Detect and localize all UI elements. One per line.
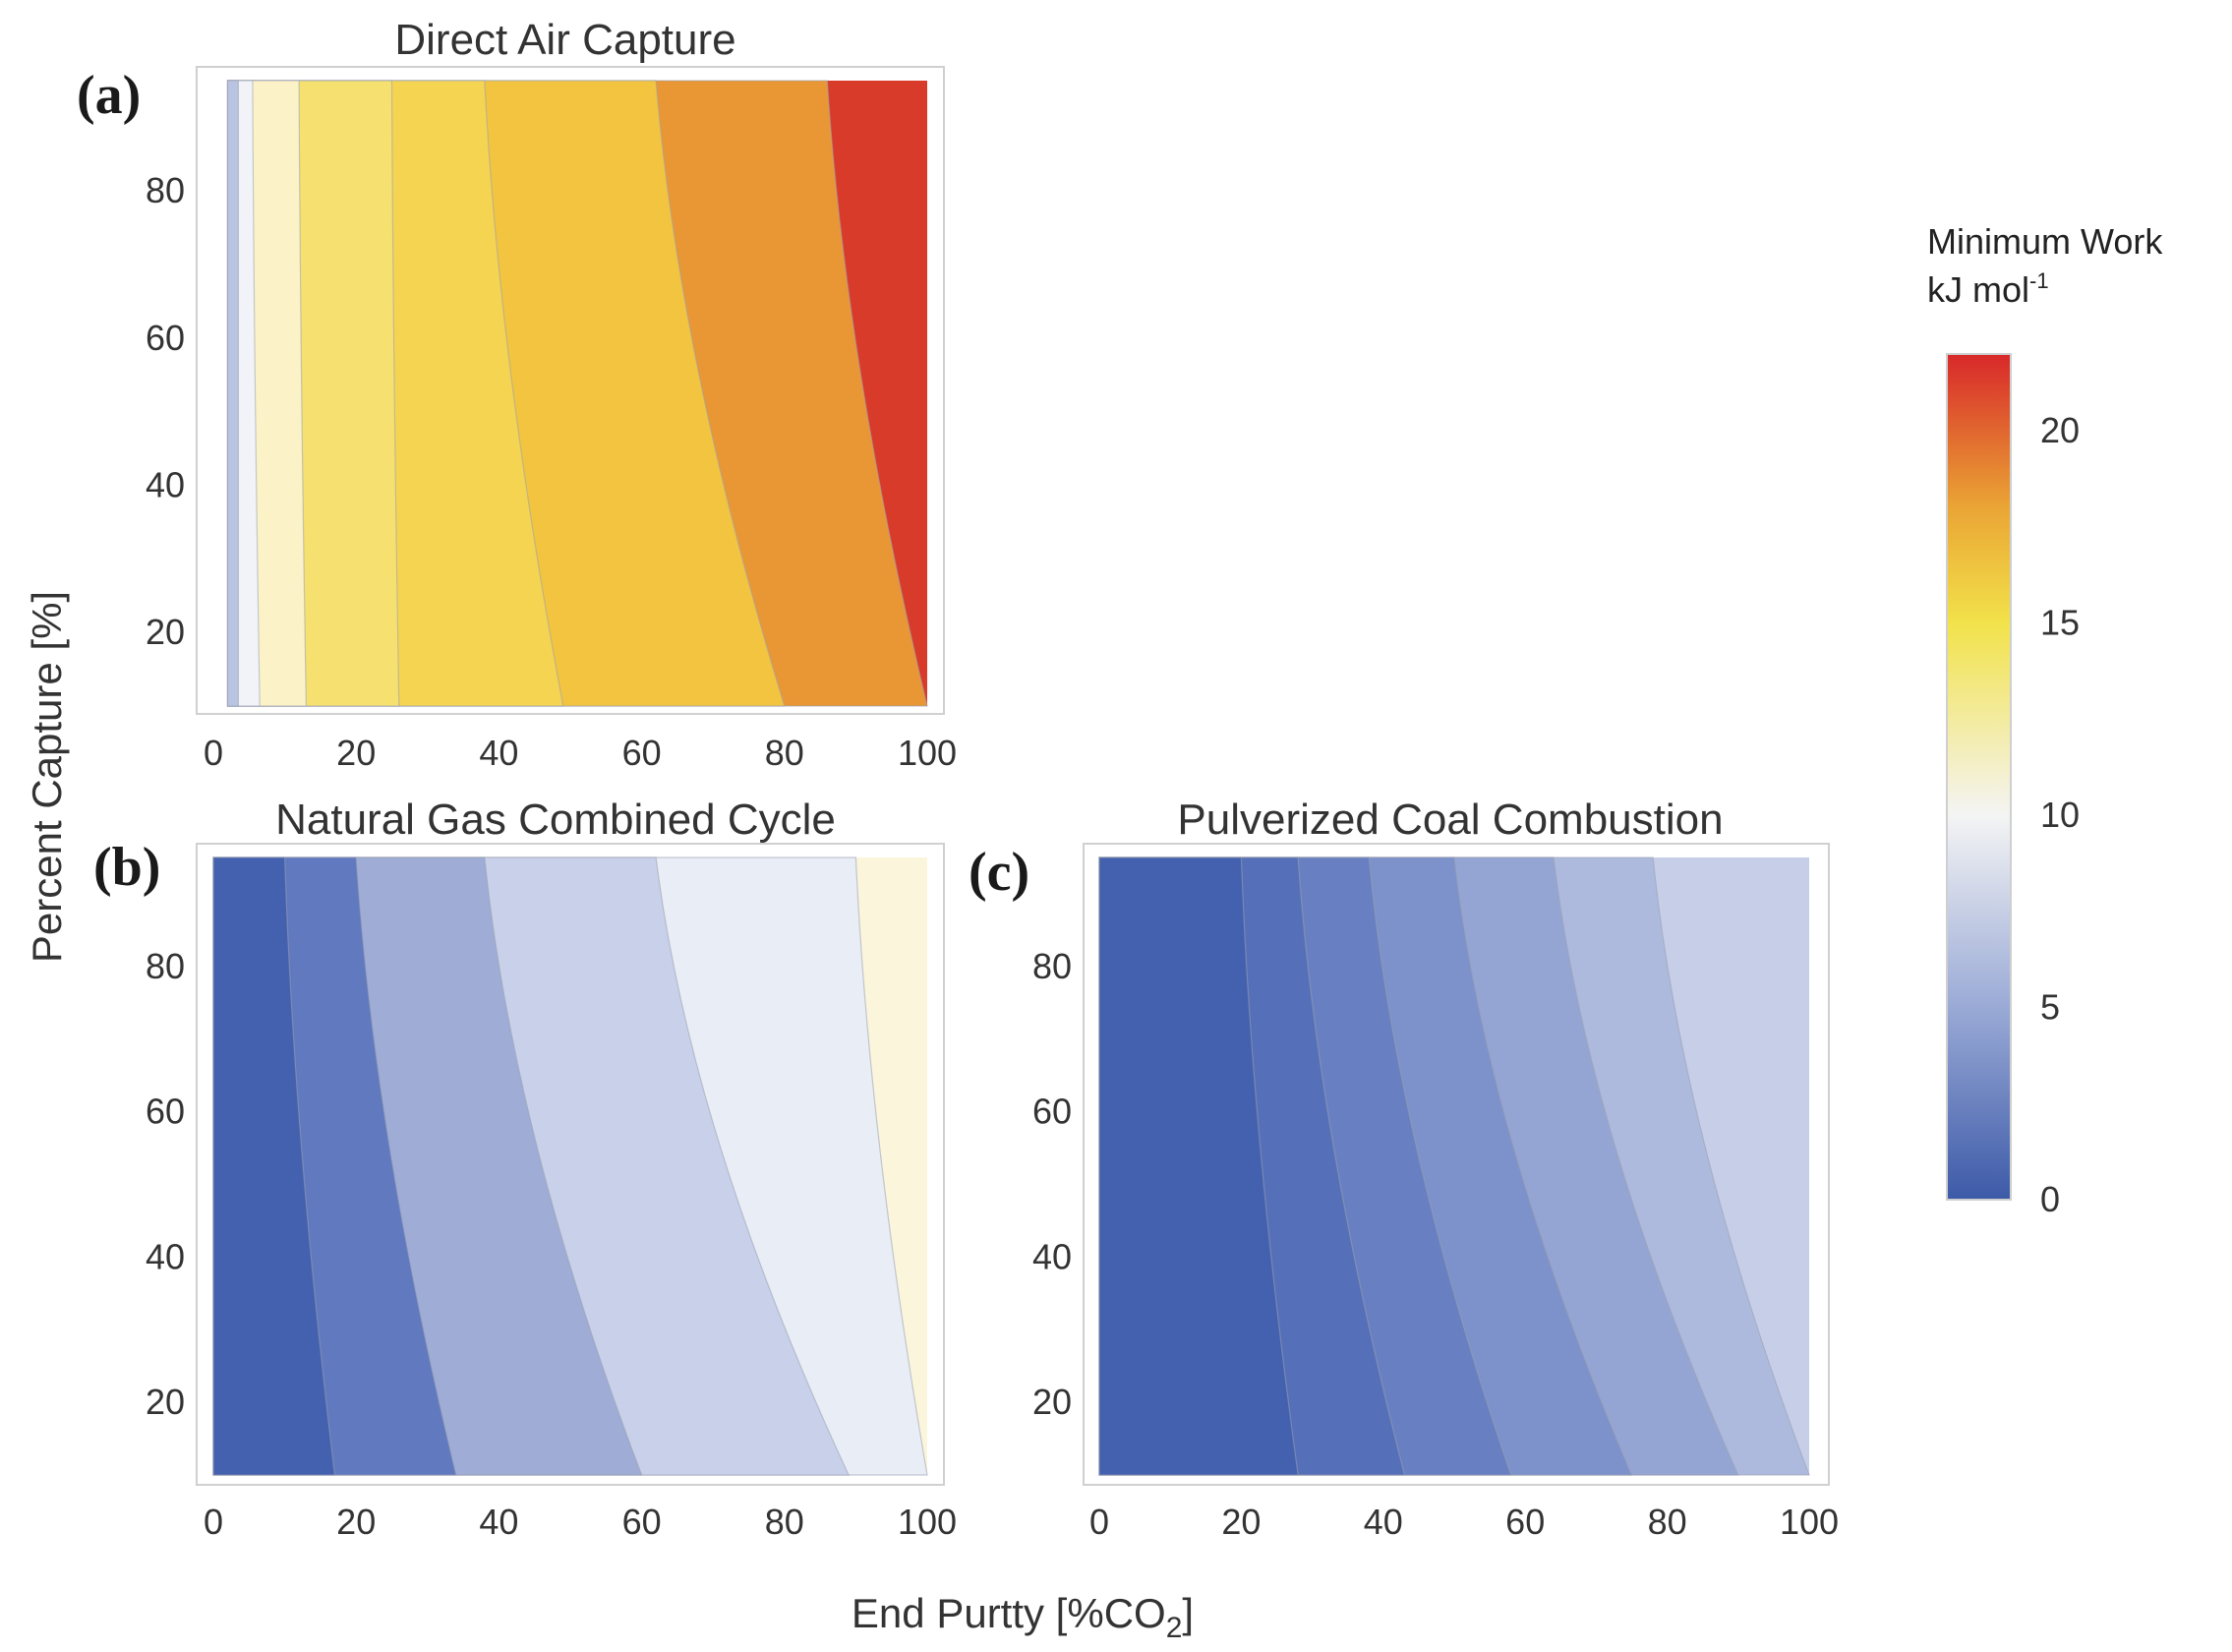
panel-b-x-tick-80: 80 (765, 1502, 804, 1542)
panel-a-contour-band-0 (226, 80, 240, 707)
panel-a-title: Direct Air Capture (394, 16, 735, 64)
panel-c-x-tick-40: 40 (1364, 1502, 1403, 1542)
panel-c-y-tick-40: 40 (1032, 1236, 1072, 1276)
panel-a-x-tick-60: 60 (622, 733, 662, 773)
panel-a-letter: (a) (77, 65, 141, 126)
panel-b-letter: (b) (93, 837, 160, 898)
panel-c-x-tick-20: 20 (1221, 1502, 1261, 1542)
panel-c-x-tick-100: 100 (1780, 1502, 1839, 1542)
panel-a-y-tick-80: 80 (146, 170, 185, 210)
panel-a-y-tick-60: 60 (146, 318, 185, 358)
colorbar-bar (1946, 353, 2012, 1201)
panel-c-y-ticks: 20 40 60 80 (1032, 946, 1072, 1422)
panel-b-frame (196, 843, 945, 1486)
x-axis-label: End Purtty [%CO2] (852, 1590, 1194, 1644)
panel-a-x-ticks: 0 20 40 60 80 100 (204, 733, 957, 773)
panel-a-x-tick-100: 100 (898, 733, 957, 773)
panel-c-contour-band-0 (1098, 856, 1299, 1476)
panel-c-y-tick-60: 60 (1032, 1092, 1072, 1132)
panel-b-y-tick-80: 80 (146, 946, 185, 986)
panel-b-x-tick-60: 60 (622, 1502, 662, 1542)
panel-a-x-tick-40: 40 (479, 733, 518, 773)
panel-b-x-tick-20: 20 (336, 1502, 376, 1542)
panel-a-y-tick-40: 40 (146, 465, 185, 505)
colorbar: Minimum Work kJ mol-1 0 5 10 15 20 (1927, 221, 2163, 1219)
colorbar-tick-15: 15 (2040, 603, 2080, 643)
colorbar-tick-5: 5 (2040, 987, 2060, 1028)
panel-b-x-tick-40: 40 (479, 1502, 518, 1542)
panel-b-y-ticks: 20 40 60 80 (146, 946, 185, 1422)
panel-pulverized-coal-combustion: Pulverized Coal Combustion (c) 0 20 40 60 80… (969, 796, 1839, 1542)
colorbar-tick-0: 0 (2040, 1179, 2060, 1219)
panel-c-x-tick-0: 0 (1089, 1502, 1109, 1542)
panel-b-contour-band-0 (212, 856, 336, 1476)
panel-b-x-tick-100: 100 (898, 1502, 957, 1542)
colorbar-tick-10: 10 (2040, 795, 2080, 835)
panel-c-x-ticks: 0 20 40 60 80 100 (1089, 1502, 1839, 1542)
panel-a-x-tick-20: 20 (336, 733, 376, 773)
colorbar-title-line2: kJ mol-1 (1927, 268, 2049, 310)
panel-c-title: Pulverized Coal Combustion (1177, 796, 1723, 844)
x-axis-label-subscript: 2 (1166, 1612, 1183, 1644)
panel-c-frame (1083, 843, 1830, 1486)
colorbar-unit: kJ mol (1927, 269, 2029, 310)
colorbar-unit-superscript: -1 (2029, 268, 2049, 293)
y-axis-label: Percent Capture [%] (24, 591, 70, 963)
panel-direct-air-capture: Direct Air Capture (a) 0 20 40 60 80 100 20 40… (77, 16, 957, 773)
panel-b-x-tick-0: 0 (204, 1502, 223, 1542)
panel-c-contours (1098, 856, 1810, 1476)
panel-b-y-tick-20: 20 (146, 1382, 185, 1422)
panel-b-title: Natural Gas Combined Cycle (275, 796, 836, 844)
panel-a-y-tick-20: 20 (146, 612, 185, 652)
panel-a-x-tick-0: 0 (204, 733, 223, 773)
colorbar-title-line1: Minimum Work (1927, 221, 2163, 262)
panel-a-x-tick-80: 80 (765, 733, 804, 773)
panel-c-y-tick-20: 20 (1032, 1382, 1072, 1422)
colorbar-ticks: 0 5 10 15 20 (2040, 410, 2080, 1219)
panel-b-contours (212, 856, 928, 1476)
panel-a-frame (196, 66, 945, 715)
panel-a-contours (226, 80, 928, 707)
panel-a-y-ticks: 20 40 60 80 (146, 170, 185, 652)
colorbar-tick-20: 20 (2040, 410, 2080, 450)
x-axis-label-main: End Purtty [%CO (852, 1590, 1166, 1636)
panel-b-x-ticks: 0 20 40 60 80 100 (204, 1502, 957, 1542)
panel-b-y-tick-40: 40 (146, 1236, 185, 1276)
panel-c-x-tick-60: 60 (1505, 1502, 1545, 1542)
panel-b-y-tick-60: 60 (146, 1092, 185, 1132)
panel-c-letter: (c) (969, 842, 1029, 903)
panel-c-x-tick-80: 80 (1648, 1502, 1687, 1542)
panel-c-y-tick-80: 80 (1032, 946, 1072, 986)
x-axis-label-end: ] (1182, 1590, 1194, 1636)
panel-natural-gas-combined-cycle: Natural Gas Combined Cycle (b) 0 20 40 60 80… (93, 796, 957, 1542)
